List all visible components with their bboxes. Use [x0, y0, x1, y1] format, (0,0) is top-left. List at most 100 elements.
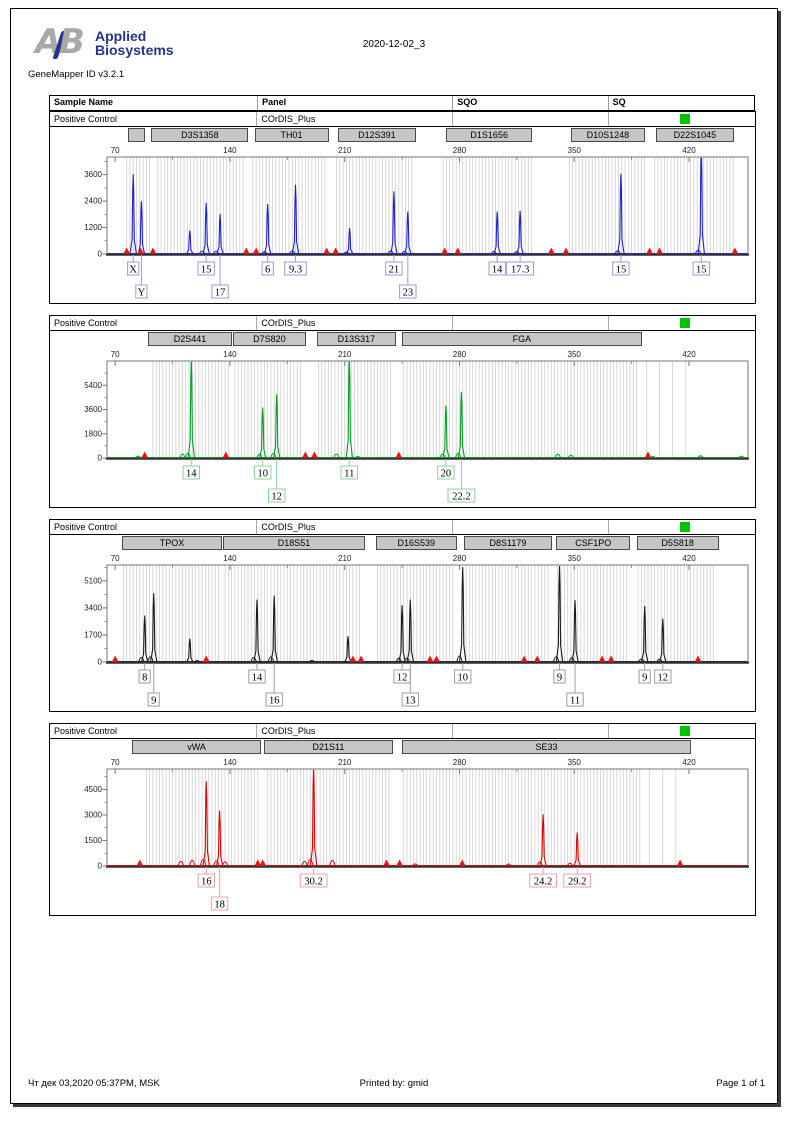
- sub-peak: [456, 655, 463, 663]
- x-tick-label: 420: [682, 554, 696, 563]
- allele-labels: 16 18 30.2 24.2 29.2: [197, 867, 592, 911]
- sub-peak: [638, 658, 645, 663]
- allele-label: 9.3: [289, 265, 302, 276]
- marker-box-d13s317: D13S317: [316, 332, 396, 346]
- allele-label-box: [488, 261, 506, 276]
- bin-gridlines: [122, 565, 714, 662]
- electropherogram-plot: 70 140 210 280 350 420 0 1500 3000 4500 16 18 30.2 24…: [84, 758, 749, 911]
- y-axis: 0 1700 3400 5100: [84, 566, 107, 667]
- allele-label-box: [692, 261, 710, 276]
- allele-peak: [258, 407, 267, 459]
- y-tick-label: 0: [98, 658, 103, 667]
- x-tick-label: 350: [568, 758, 582, 767]
- allele-label-box: [147, 692, 160, 707]
- marker-box-fga: FGA: [402, 332, 642, 346]
- x-tick-label: 280: [453, 146, 467, 155]
- sample-name-value: Positive Control: [54, 317, 118, 328]
- sub-peak: [738, 455, 745, 459]
- panel-block-4: Positive Control COrDIS_Plus vWA D21S11 SE33…: [49, 723, 756, 916]
- allele-label: 17.3: [511, 265, 529, 276]
- sq-value: [608, 520, 755, 534]
- sub-peak: [307, 859, 314, 867]
- x-tick-label: 350: [568, 146, 582, 155]
- size-standard-triangle-icon: [137, 247, 144, 254]
- column-header-sample-name: Sample Name: [54, 97, 114, 107]
- allele-label: 10: [457, 673, 468, 684]
- allele-label-box: [437, 465, 455, 480]
- allele-peak: [659, 618, 667, 663]
- allele-label-box: [254, 465, 272, 480]
- allele-label-box: [566, 692, 584, 707]
- y-tick-label: 3600: [84, 405, 102, 414]
- report-page: A B Applied Biosystems GeneMapper ID v3.…: [10, 8, 778, 1104]
- size-standard-triangle-icon: [332, 247, 340, 254]
- sub-peak: [656, 658, 663, 663]
- y-tick-label: 0: [98, 454, 103, 463]
- x-tick-label: 210: [338, 758, 352, 767]
- sample-name-value: Positive Control: [54, 725, 118, 736]
- y-tick-label: 0: [98, 862, 103, 871]
- x-tick-label: 420: [682, 350, 696, 359]
- allele-peak: [398, 604, 406, 663]
- allele-peak: [215, 810, 224, 867]
- size-standard-triangle-icon: [433, 655, 440, 662]
- allele-label-box: [210, 896, 229, 911]
- x-tick-label: 140: [223, 758, 237, 767]
- y-tick-label: 5400: [84, 381, 102, 390]
- x-axis: 70 140 210 280 350 420: [111, 554, 696, 570]
- x-axis: 70 140 210 280 350 420: [111, 146, 696, 162]
- y-tick-label: 1200: [84, 223, 102, 232]
- allele-peak: [345, 228, 354, 255]
- allele-peak: [573, 832, 581, 867]
- allele-label: 6: [265, 265, 270, 276]
- ab-logo-letter-b: B: [59, 22, 85, 62]
- allele-label-box: [638, 669, 651, 684]
- x-tick-label: 70: [111, 350, 120, 359]
- allele-label: 12: [658, 673, 669, 684]
- column-header-panel: Panel: [257, 96, 452, 110]
- marker-box-d3s1358: D3S1358: [151, 128, 249, 142]
- allele-peak: [270, 595, 278, 663]
- panel-block-1: Positive Control COrDIS_Plus D3S1358 TH01 D1…: [49, 111, 756, 304]
- marker-box-th01: TH01: [254, 128, 329, 142]
- panel-name-value: COrDIS_Plus: [256, 316, 452, 330]
- dye-trace: [107, 157, 748, 255]
- allele-label-box: [340, 465, 359, 480]
- allele-label: 15: [696, 265, 707, 276]
- sub-peak: [513, 251, 521, 255]
- x-tick-label: 210: [338, 554, 352, 563]
- y-tick-label: 1800: [84, 429, 102, 438]
- allele-label: 20: [441, 469, 452, 480]
- allele-label: 9: [557, 673, 562, 684]
- allele-label: 14: [252, 673, 263, 684]
- marker-box-d7s820: D7S820: [233, 332, 306, 346]
- electropherogram-panels-container: Positive Control COrDIS_Plus D3S1358 TH01 D1…: [49, 111, 756, 927]
- allele-label: 11: [344, 469, 354, 480]
- sub-peak: [554, 453, 562, 459]
- sub-peak: [395, 657, 403, 663]
- marker-row: D2S441 D7S820 D13S317 FGA: [50, 331, 755, 347]
- allele-peak: [272, 394, 281, 459]
- size-standard-triangle-icon: [656, 247, 663, 254]
- sqo-value: [452, 520, 608, 534]
- allele-label-box: [135, 284, 148, 299]
- allele-label: 14: [186, 469, 197, 480]
- sample-name-value: Positive Control: [54, 521, 118, 532]
- size-standard-triangle-icon: [644, 451, 652, 458]
- sub-peak: [552, 656, 560, 663]
- sample-name-value: Positive Control: [54, 113, 118, 124]
- sub-peak: [567, 454, 575, 459]
- sqo-value: [452, 112, 608, 126]
- size-standard-triangle-icon: [441, 247, 449, 254]
- document-title: 2020-12-02_3: [362, 39, 426, 50]
- sub-peak: [387, 250, 394, 255]
- size-standard-triangle-icon: [676, 859, 684, 866]
- y-axis: 0 1500 3000 4500: [84, 776, 107, 871]
- marker-box-d2s441: D2S441: [148, 332, 232, 346]
- size-standard-triangle-icon: [383, 859, 390, 866]
- allele-peak: [493, 211, 501, 255]
- allele-label-box: [529, 873, 558, 888]
- allele-label-box: [563, 873, 592, 888]
- x-tick-label: 280: [453, 758, 467, 767]
